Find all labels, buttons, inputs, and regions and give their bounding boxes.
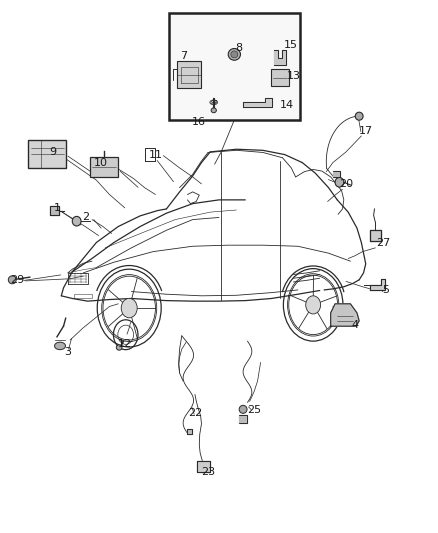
Text: 12: 12 — [118, 339, 132, 349]
Text: 7: 7 — [180, 51, 187, 61]
Polygon shape — [50, 206, 59, 215]
Text: 2: 2 — [82, 213, 89, 222]
Ellipse shape — [228, 49, 240, 60]
Text: 8: 8 — [235, 43, 242, 53]
Polygon shape — [187, 429, 192, 434]
Polygon shape — [239, 415, 247, 423]
Polygon shape — [197, 461, 210, 472]
Text: 27: 27 — [376, 238, 390, 247]
Text: 20: 20 — [339, 179, 353, 189]
Text: 9: 9 — [49, 147, 56, 157]
Text: 15: 15 — [284, 41, 298, 50]
Polygon shape — [370, 230, 381, 241]
Ellipse shape — [117, 345, 122, 350]
Bar — [90, 157, 118, 177]
Text: 16: 16 — [192, 117, 206, 126]
Bar — [271, 69, 289, 86]
Ellipse shape — [72, 216, 81, 226]
Text: 17: 17 — [359, 126, 373, 135]
Text: 13: 13 — [286, 71, 300, 80]
Circle shape — [121, 298, 137, 318]
Text: 22: 22 — [188, 408, 202, 418]
Text: 25: 25 — [247, 406, 261, 415]
Text: 23: 23 — [201, 467, 215, 477]
Polygon shape — [333, 171, 340, 176]
Ellipse shape — [239, 405, 247, 414]
Ellipse shape — [231, 51, 238, 58]
Text: 29: 29 — [11, 275, 25, 285]
Bar — [169, 13, 300, 120]
Ellipse shape — [55, 342, 66, 350]
Text: 11: 11 — [148, 150, 162, 159]
Ellipse shape — [355, 112, 363, 120]
Bar — [28, 140, 66, 168]
Ellipse shape — [211, 108, 216, 112]
Text: 4: 4 — [351, 320, 358, 330]
Polygon shape — [243, 98, 272, 107]
Ellipse shape — [335, 177, 344, 187]
Ellipse shape — [8, 276, 16, 284]
Circle shape — [306, 296, 321, 314]
Polygon shape — [274, 50, 286, 65]
Text: 10: 10 — [94, 158, 108, 167]
Text: 14: 14 — [280, 100, 294, 110]
Polygon shape — [331, 304, 359, 326]
Text: 5: 5 — [382, 286, 389, 295]
Text: 1: 1 — [53, 203, 60, 213]
Polygon shape — [370, 279, 385, 290]
Text: 3: 3 — [64, 347, 71, 357]
FancyBboxPatch shape — [177, 61, 201, 88]
